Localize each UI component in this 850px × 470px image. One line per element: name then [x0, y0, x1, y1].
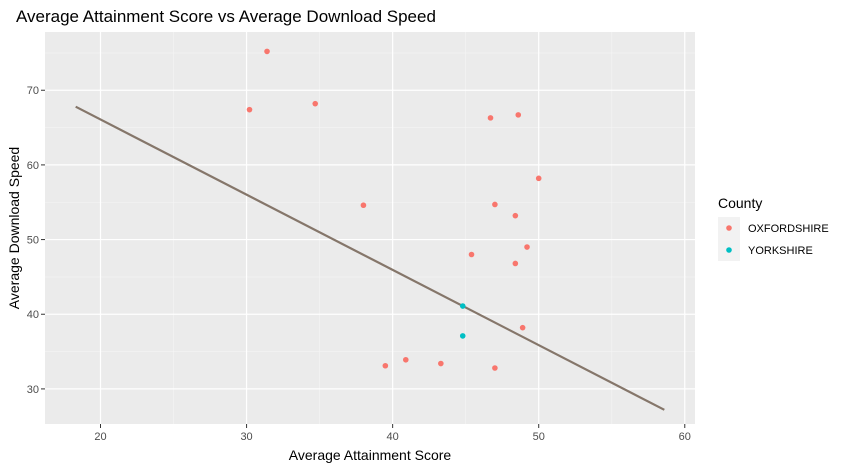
- major-grid: [45, 32, 695, 424]
- data-point-oxfordshire: [382, 362, 389, 369]
- chart-title: Average Attainment Score vs Average Down…: [16, 7, 436, 26]
- data-point-oxfordshire: [492, 201, 498, 208]
- x-tick-label: 60: [679, 431, 691, 443]
- x-tick-label: 50: [533, 431, 545, 443]
- x-axis-title: Average Attainment Score: [289, 447, 452, 463]
- legend-items: OXFORDSHIRE YORKSHIRE: [718, 217, 829, 261]
- x-tick-label: 30: [240, 431, 252, 443]
- plot-panel: [45, 32, 695, 424]
- legend: County OXFORDSHIRE YORKSHIRE: [718, 195, 829, 261]
- legend-swatch: [726, 225, 732, 231]
- data-point-oxfordshire: [246, 106, 253, 113]
- minor-grid: [45, 32, 695, 424]
- data-point-oxfordshire: [360, 202, 367, 209]
- y-axis-title: Average Download Speed: [6, 147, 22, 309]
- data-point-oxfordshire: [402, 356, 409, 363]
- legend-swatch: [726, 247, 732, 253]
- y-axis: 30 40 50 60 70: [27, 85, 45, 396]
- data-point-oxfordshire: [515, 112, 522, 118]
- x-tick-label: 20: [94, 431, 106, 443]
- x-axis: 20 30 40 50 60: [94, 424, 691, 443]
- data-point-yorkshire: [459, 303, 466, 309]
- data-point-oxfordshire: [492, 365, 498, 371]
- data-point-oxfordshire: [512, 212, 519, 219]
- data-point-oxfordshire: [512, 260, 519, 267]
- data-point-oxfordshire: [535, 175, 542, 182]
- y-tick-label: 30: [27, 384, 39, 396]
- trend-layer: [75, 105, 665, 411]
- data-point-oxfordshire: [524, 244, 530, 250]
- x-tick-label: 40: [387, 431, 399, 443]
- data-point-oxfordshire: [312, 100, 319, 107]
- points-layer: [246, 48, 542, 371]
- y-tick-label: 50: [27, 235, 39, 247]
- y-tick-label: 60: [27, 160, 39, 172]
- legend-title: County: [718, 195, 762, 211]
- data-point-oxfordshire: [264, 48, 270, 55]
- legend-label: YORKSHIRE: [748, 245, 813, 257]
- data-point-oxfordshire: [487, 115, 494, 121]
- y-tick-label: 70: [27, 85, 39, 97]
- data-point-yorkshire: [459, 333, 466, 339]
- legend-label: OXFORDSHIRE: [748, 223, 829, 235]
- trend-line: [75, 105, 665, 411]
- data-point-oxfordshire: [438, 360, 444, 367]
- data-point-oxfordshire: [468, 251, 475, 258]
- y-tick-label: 40: [27, 309, 39, 321]
- data-point-oxfordshire: [519, 324, 526, 331]
